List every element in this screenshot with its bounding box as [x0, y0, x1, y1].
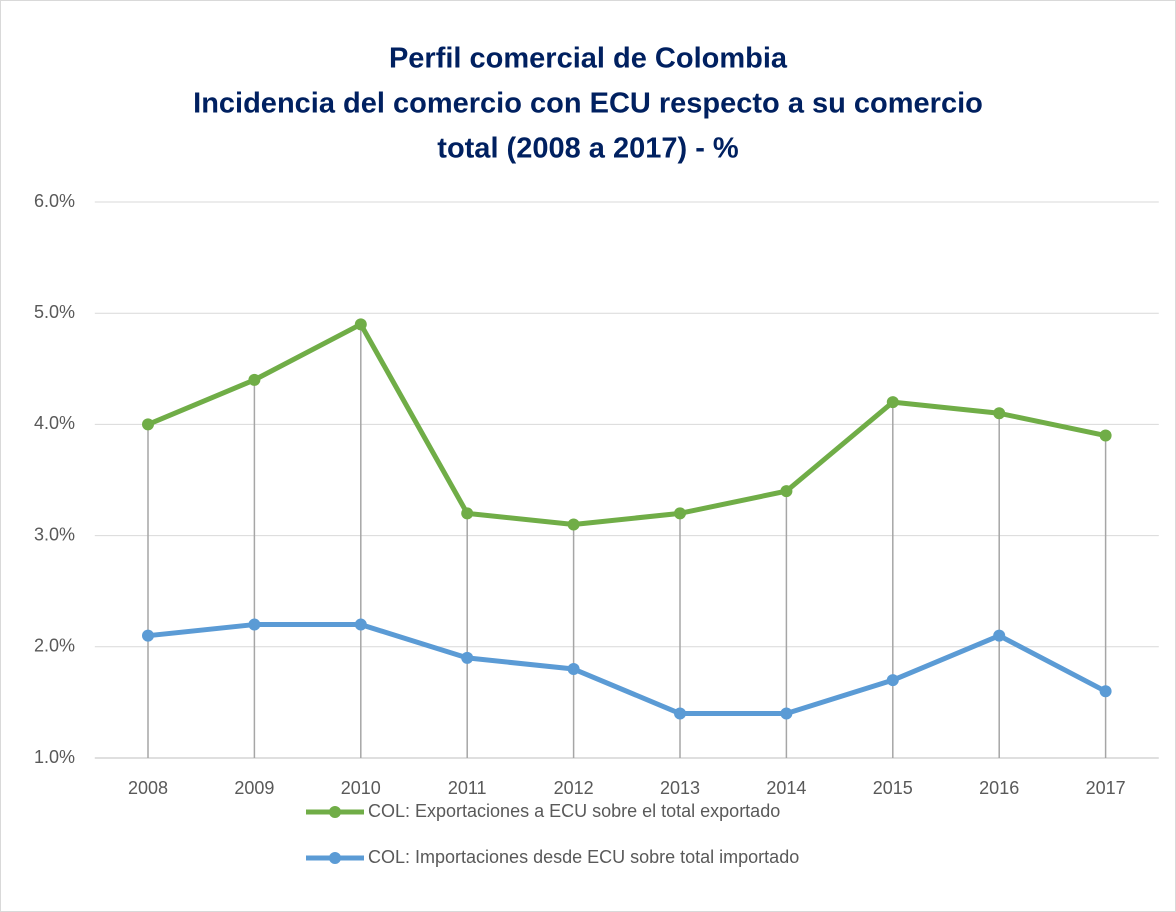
data-point: [886, 674, 899, 687]
data-point: [886, 396, 899, 409]
data-point: [993, 629, 1006, 642]
data-point: [780, 485, 793, 498]
x-tick-label: 2012: [554, 778, 594, 798]
data-point: [461, 651, 474, 664]
data-point: [567, 518, 580, 531]
data-point: [354, 318, 367, 331]
series-line: [145, 321, 1109, 527]
data-point: [354, 618, 367, 631]
x-tick-label: 2009: [234, 778, 274, 798]
data-point: [142, 418, 154, 431]
legend-label: COL: Exportaciones a ECU sobre el total …: [368, 801, 780, 821]
y-tick-label: 4.0%: [34, 413, 75, 433]
data-point: [993, 407, 1006, 420]
x-tick-label: 2011: [448, 778, 487, 798]
data-point: [567, 663, 580, 676]
data-point: [142, 629, 154, 642]
y-tick-label: 1.0%: [34, 747, 75, 767]
chart-title: Perfil comercial de Colombia: [389, 43, 788, 75]
data-point: [461, 507, 474, 520]
data-point: [780, 707, 793, 720]
x-tick-label: 2010: [341, 778, 381, 798]
data-point: [248, 618, 261, 631]
y-tick-label: 5.0%: [34, 302, 75, 322]
legend-marker: [329, 852, 341, 864]
x-tick-label: 2017: [1086, 778, 1126, 798]
data-point: [674, 707, 686, 720]
data-point: [1099, 429, 1112, 442]
x-tick-label: 2015: [873, 778, 913, 798]
legend-marker: [329, 806, 341, 818]
x-tick-label: 2008: [128, 778, 168, 798]
series-line: [145, 622, 1109, 717]
x-tick-label: 2013: [660, 778, 700, 798]
data-point: [248, 373, 261, 386]
chart-title: Incidencia del comercio con ECU respecto…: [193, 88, 983, 120]
y-tick-label: 6.0%: [34, 191, 75, 211]
data-point: [1099, 685, 1112, 698]
y-tick-label: 2.0%: [34, 636, 75, 656]
chart-title: total (2008 a 2017) - %: [437, 133, 739, 165]
x-tick-label: 2014: [766, 778, 806, 798]
y-tick-label: 3.0%: [34, 524, 75, 544]
x-tick-label: 2016: [979, 778, 1019, 798]
data-point: [674, 507, 686, 520]
legend-label: COL: Importaciones desde ECU sobre total…: [368, 847, 799, 867]
